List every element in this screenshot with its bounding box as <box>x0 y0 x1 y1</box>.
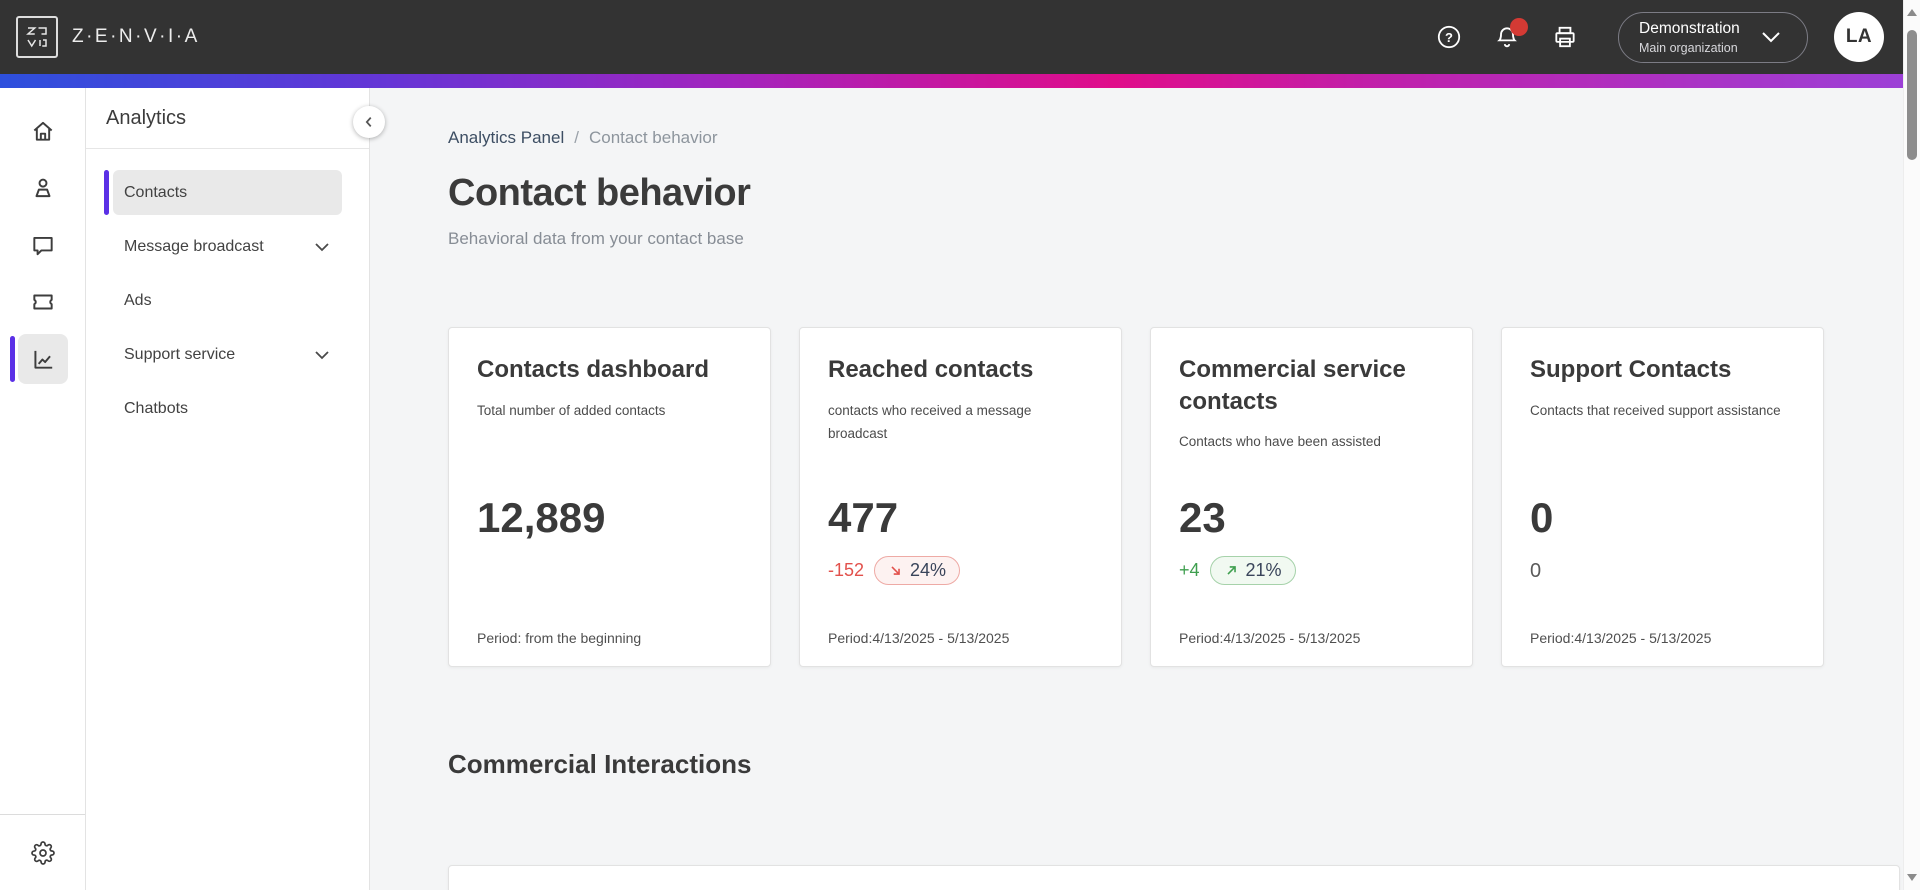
card-subtitle: Total number of added contacts <box>477 402 666 418</box>
delta-percentage: 21% <box>1245 560 1282 580</box>
sidebar-item-label: Support service <box>124 345 236 363</box>
trend-badge: 21% <box>1209 556 1296 585</box>
sidebar-item-label: Contacts <box>124 183 188 201</box>
card-value: 12,889 <box>477 494 606 541</box>
page-scrollbar <box>1903 0 1920 890</box>
svg-text:?: ? <box>1445 30 1453 45</box>
card-subtitle: Contacts who have been assisted <box>1179 434 1381 450</box>
zenvia-logo-icon <box>16 16 58 58</box>
main-content: Analytics Panel / Contact behavior Conta… <box>370 88 1920 890</box>
delta-value: 0 <box>1530 560 1542 582</box>
commercial-interactions-card <box>448 865 1900 890</box>
sidebar-collapse-button[interactable] <box>353 106 385 138</box>
trend-badge: 24% <box>874 556 961 585</box>
nav-analytics-icon[interactable] <box>9 334 68 384</box>
sidebar-item-message-broadcast[interactable]: Message broadcast <box>113 224 342 269</box>
card-period: Period:4/13/2025 - 5/13/2025 <box>1179 630 1361 646</box>
sidebar-item-label: Ads <box>124 291 152 309</box>
card-subtitle: Contacts that received support assistanc… <box>1530 402 1781 418</box>
scrollbar-down-arrow[interactable] <box>1907 874 1917 881</box>
nav-home-icon[interactable] <box>18 106 68 156</box>
scrollbar-up-arrow[interactable] <box>1907 9 1917 16</box>
nav-tickets-icon[interactable] <box>18 277 68 327</box>
sidebar-item-support-service[interactable]: Support service <box>113 332 342 377</box>
card-reached-contacts: Reached contacts contacts who received a… <box>799 327 1122 667</box>
topbar-actions: ? Demonstration Main organization <box>1404 11 1884 63</box>
print-icon[interactable] <box>1552 24 1578 50</box>
sidebar-item-chatbots[interactable]: Chatbots <box>113 386 342 431</box>
nav-conversations-icon[interactable] <box>18 220 68 270</box>
sidebar-divider <box>86 148 369 149</box>
notification-dot <box>1510 18 1528 36</box>
chevron-down-icon <box>313 241 331 253</box>
sidebar-item-label: Message broadcast <box>124 237 264 255</box>
sidebar-menu: Contacts Message broadcast Ads Support s… <box>86 149 369 431</box>
scrollbar-thumb[interactable] <box>1907 30 1917 160</box>
section-title-commercial-interactions: Commercial Interactions <box>448 749 752 779</box>
analytics-sidebar: Analytics Contacts Message broadcast Ads… <box>86 88 385 890</box>
sidebar-item-label: Chatbots <box>124 399 189 417</box>
breadcrumb-current: Contact behavior <box>588 128 718 147</box>
stat-cards-row: Contacts dashboard Total number of added… <box>448 327 1900 667</box>
trend-down-icon <box>891 566 900 575</box>
card-period: Period:4/13/2025 - 5/13/2025 <box>828 630 1010 646</box>
sidebar-item-contacts[interactable]: Contacts <box>104 170 342 215</box>
card-delta-row: +4 21% <box>1179 556 1296 585</box>
sidebar-title: Analytics <box>106 107 187 129</box>
card-value: 477 <box>828 494 899 541</box>
delta-value: +4 <box>1179 560 1200 580</box>
card-title: Contacts dashboard <box>477 356 710 383</box>
sidebar-item-ads[interactable]: Ads <box>113 278 342 323</box>
organization-name: Demonstration <box>1639 19 1740 37</box>
card-contacts-dashboard: Contacts dashboard Total number of added… <box>448 327 771 667</box>
app-layout: Analytics Contacts Message broadcast Ads… <box>0 88 1920 890</box>
card-delta-row: -152 24% <box>828 556 961 585</box>
primary-nav-rail <box>0 88 86 890</box>
breadcrumb-separator: / <box>574 128 579 147</box>
chevron-left-icon <box>365 117 372 127</box>
card-period: Period: from the beginning <box>477 630 642 646</box>
help-icon[interactable]: ? <box>1436 24 1462 50</box>
delta-value: -152 <box>828 560 865 580</box>
card-value: 0 <box>1530 494 1554 541</box>
chevron-down-icon <box>313 349 331 361</box>
card-commercial-service-contacts: Commercial service contacts Contacts who… <box>1150 327 1473 667</box>
nav-contacts-icon[interactable] <box>18 163 68 213</box>
rail-footer <box>0 814 85 890</box>
page-title: Contact behavior <box>448 172 751 214</box>
card-support-contacts: Support Contacts Contacts that received … <box>1501 327 1824 667</box>
notifications-bell-icon[interactable] <box>1494 18 1528 50</box>
organization-subtitle: Main organization <box>1639 40 1738 55</box>
breadcrumb: Analytics Panel / Contact behavior <box>448 128 1900 148</box>
card-title: Commercial service contacts <box>1179 356 1406 415</box>
card-period: Period:4/13/2025 - 5/13/2025 <box>1530 630 1712 646</box>
zenvia-logo[interactable]: Z·E·N·V·I·A <box>16 16 200 58</box>
top-bar: Z·E·N·V·I·A ? Demonstration <box>0 0 1920 74</box>
user-avatar[interactable]: LA <box>1834 12 1884 62</box>
card-title: Support Contacts <box>1530 356 1732 383</box>
card-title: Reached contacts <box>828 356 1034 383</box>
card-subtitle: contacts who received a message broadcas… <box>828 402 1032 442</box>
settings-gear-icon[interactable] <box>18 828 68 878</box>
breadcrumb-analytics-panel[interactable]: Analytics Panel <box>448 128 565 147</box>
brand-text: Z·E·N·V·I·A <box>72 26 200 47</box>
chevron-down-icon <box>1760 30 1782 44</box>
card-value: 23 <box>1179 494 1226 541</box>
organization-switcher[interactable]: Demonstration Main organization <box>1618 11 1808 63</box>
delta-percentage: 24% <box>910 560 947 580</box>
trend-up-icon <box>1226 566 1236 575</box>
page-subtitle: Behavioral data from your contact base <box>448 229 744 248</box>
brand-gradient-bar <box>0 74 1920 88</box>
